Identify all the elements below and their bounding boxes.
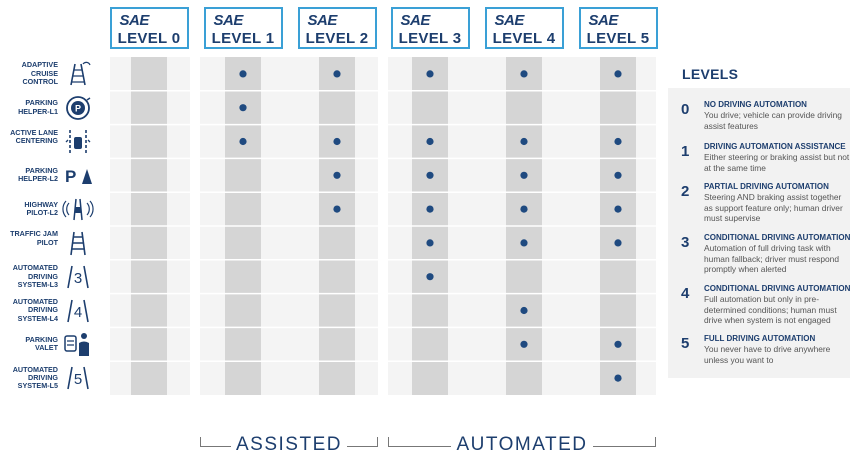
parking-valet-icon xyxy=(64,333,89,357)
legend-level-number: 3 xyxy=(681,234,690,251)
feature-label: TRAFFIC JAM PILOT xyxy=(10,229,58,247)
traffic-jam-icon xyxy=(70,231,86,255)
sae-logo: SAE xyxy=(494,12,525,29)
feature-availability-dot xyxy=(239,70,247,78)
feature-availability-dot xyxy=(614,205,622,213)
sae-logo: SAE xyxy=(588,12,619,29)
legend-level-number: 4 xyxy=(681,285,690,302)
legend-level-name: CONDITIONAL DRIVING AUTOMATION xyxy=(704,284,850,293)
adaptive-cruise-icon xyxy=(70,61,91,86)
feature-availability-dot xyxy=(520,239,528,247)
level-header-label: LEVEL 5 xyxy=(586,30,650,47)
feature-availability-dot xyxy=(333,137,341,146)
level-header-label: LEVEL 2 xyxy=(305,30,369,47)
level-header-label: LEVEL 4 xyxy=(492,30,556,47)
level-header-label: LEVEL 3 xyxy=(398,30,462,47)
legend-level-name: DRIVING AUTOMATION ASSISTANCE xyxy=(704,142,846,151)
feature-label: AUTOMATED DRIVING SYSTEM-L4 xyxy=(12,296,58,323)
feature-availability-dot xyxy=(333,70,341,78)
feature-availability-dot xyxy=(520,205,528,213)
parking-sign-icon: P xyxy=(65,167,92,186)
feature-availability-dot xyxy=(614,70,622,78)
feature-label: AUTOMATED DRIVING SYSTEM-L3 xyxy=(12,263,58,289)
feature-label: ACTIVE LANE CENTERING xyxy=(10,127,58,146)
legend-level-name: PARTIAL DRIVING AUTOMATION xyxy=(704,182,829,191)
legend-panel xyxy=(668,88,850,378)
feature-availability-dot xyxy=(520,340,528,348)
feature-availability-dot xyxy=(614,340,622,348)
legend-level-number: 5 xyxy=(681,335,690,352)
level-3-icon: 3 xyxy=(67,265,89,288)
legend-level-description: You never have to drive anywhere unless … xyxy=(704,344,831,365)
legend-level-name: FULL DRIVING AUTOMATION xyxy=(704,334,816,343)
feature-availability-dot xyxy=(520,171,528,179)
group-label-automated: AUTOMATED xyxy=(451,434,593,456)
feature-availability-dot xyxy=(333,205,341,213)
sae-logo: SAE xyxy=(307,12,338,29)
feature-label: PARKING HELPER-L1 xyxy=(18,98,58,116)
feature-availability-dot xyxy=(426,171,434,179)
svg-text:P: P xyxy=(65,167,76,186)
level-header-4: SAE LEVEL 4 xyxy=(484,7,564,49)
level-header-5: SAE LEVEL 5 xyxy=(578,7,658,49)
feature-availability-dot xyxy=(426,137,434,146)
feature-availability-dot xyxy=(614,137,622,146)
feature-availability-dot xyxy=(426,273,434,281)
feature-availability-dot xyxy=(520,306,528,315)
feature-availability-dot xyxy=(239,104,247,112)
legend-level-name: NO DRIVING AUTOMATION xyxy=(704,100,807,109)
legend-level-number: 1 xyxy=(681,143,690,160)
legend-level-description: You drive; vehicle can provide driving a… xyxy=(704,110,842,131)
feature-label: PARKING VALET xyxy=(25,334,58,353)
feature-availability-dot xyxy=(426,70,434,78)
steering-parking-icon: P xyxy=(66,95,91,120)
feature-availability-dot xyxy=(520,137,528,146)
level-header-3: SAE LEVEL 3 xyxy=(390,7,470,49)
highway-pilot-icon xyxy=(62,199,94,221)
lane-centering-icon xyxy=(65,129,91,154)
feature-label: PARKING HELPER-L2 xyxy=(18,165,58,184)
feature-availability-dot xyxy=(614,239,622,247)
feature-availability-dot xyxy=(520,70,528,78)
svg-text:P: P xyxy=(75,103,81,113)
feature-availability-dot xyxy=(614,374,622,382)
legend-level-number: 2 xyxy=(681,183,690,200)
feature-label: AUTOMATED DRIVING SYSTEM-L5 xyxy=(12,364,58,391)
feature-availability-dot xyxy=(426,205,434,213)
sae-logo: SAE xyxy=(400,12,431,29)
level-header-label: LEVEL 0 xyxy=(117,30,181,47)
feature-availability-dot xyxy=(239,137,247,146)
group-label-assisted: ASSISTED xyxy=(231,434,347,456)
icon-level-number: 3 xyxy=(74,270,82,287)
legend-level-number: 0 xyxy=(681,101,690,118)
feature-availability-dot xyxy=(426,239,434,247)
level-header-label: LEVEL 1 xyxy=(211,30,275,47)
feature-availability-dot xyxy=(614,171,622,179)
level-4-icon: 4 xyxy=(67,299,89,322)
level-header-1: SAE LEVEL 1 xyxy=(203,7,283,49)
legend-level-name: CONDITIONAL DRIVING AUTOMATION xyxy=(704,233,850,242)
legend-level-description: Steering AND braking assist together as … xyxy=(704,192,843,223)
feature-label: HIGHWAY PILOT-L2 xyxy=(24,199,58,218)
icon-level-number: 4 xyxy=(74,304,82,321)
sae-logo: SAE xyxy=(119,12,150,29)
level-header-0: SAE LEVEL 0 xyxy=(109,7,189,49)
icon-level-number: 5 xyxy=(74,371,82,388)
feature-availability-dot xyxy=(333,171,341,179)
feature-label: ADAPTIVE CRUISE CONTROL xyxy=(21,60,58,87)
legend-level-description: Either steering or braking assist but no… xyxy=(704,152,850,173)
sae-logo: SAE xyxy=(213,12,244,29)
level-header-2: SAE LEVEL 2 xyxy=(297,7,377,49)
legend-title: LEVELS xyxy=(682,66,739,82)
level-5-icon: 5 xyxy=(67,366,89,390)
legend-level-description: Automation of full driving task with hum… xyxy=(704,243,839,274)
legend-level-description: Full automation but only in pre-determin… xyxy=(704,294,837,325)
